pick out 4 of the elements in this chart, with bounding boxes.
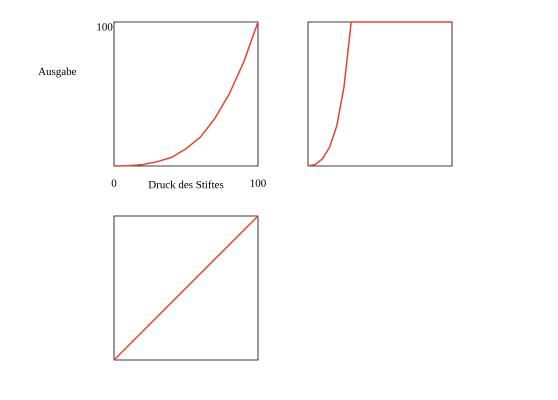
y-axis-title: Ausgabe: [38, 67, 76, 78]
text: 100: [97, 23, 112, 31]
x-tick-label: 0: [112, 179, 116, 187]
x-axis-title: Druck des Stiftes: [148, 180, 224, 188]
